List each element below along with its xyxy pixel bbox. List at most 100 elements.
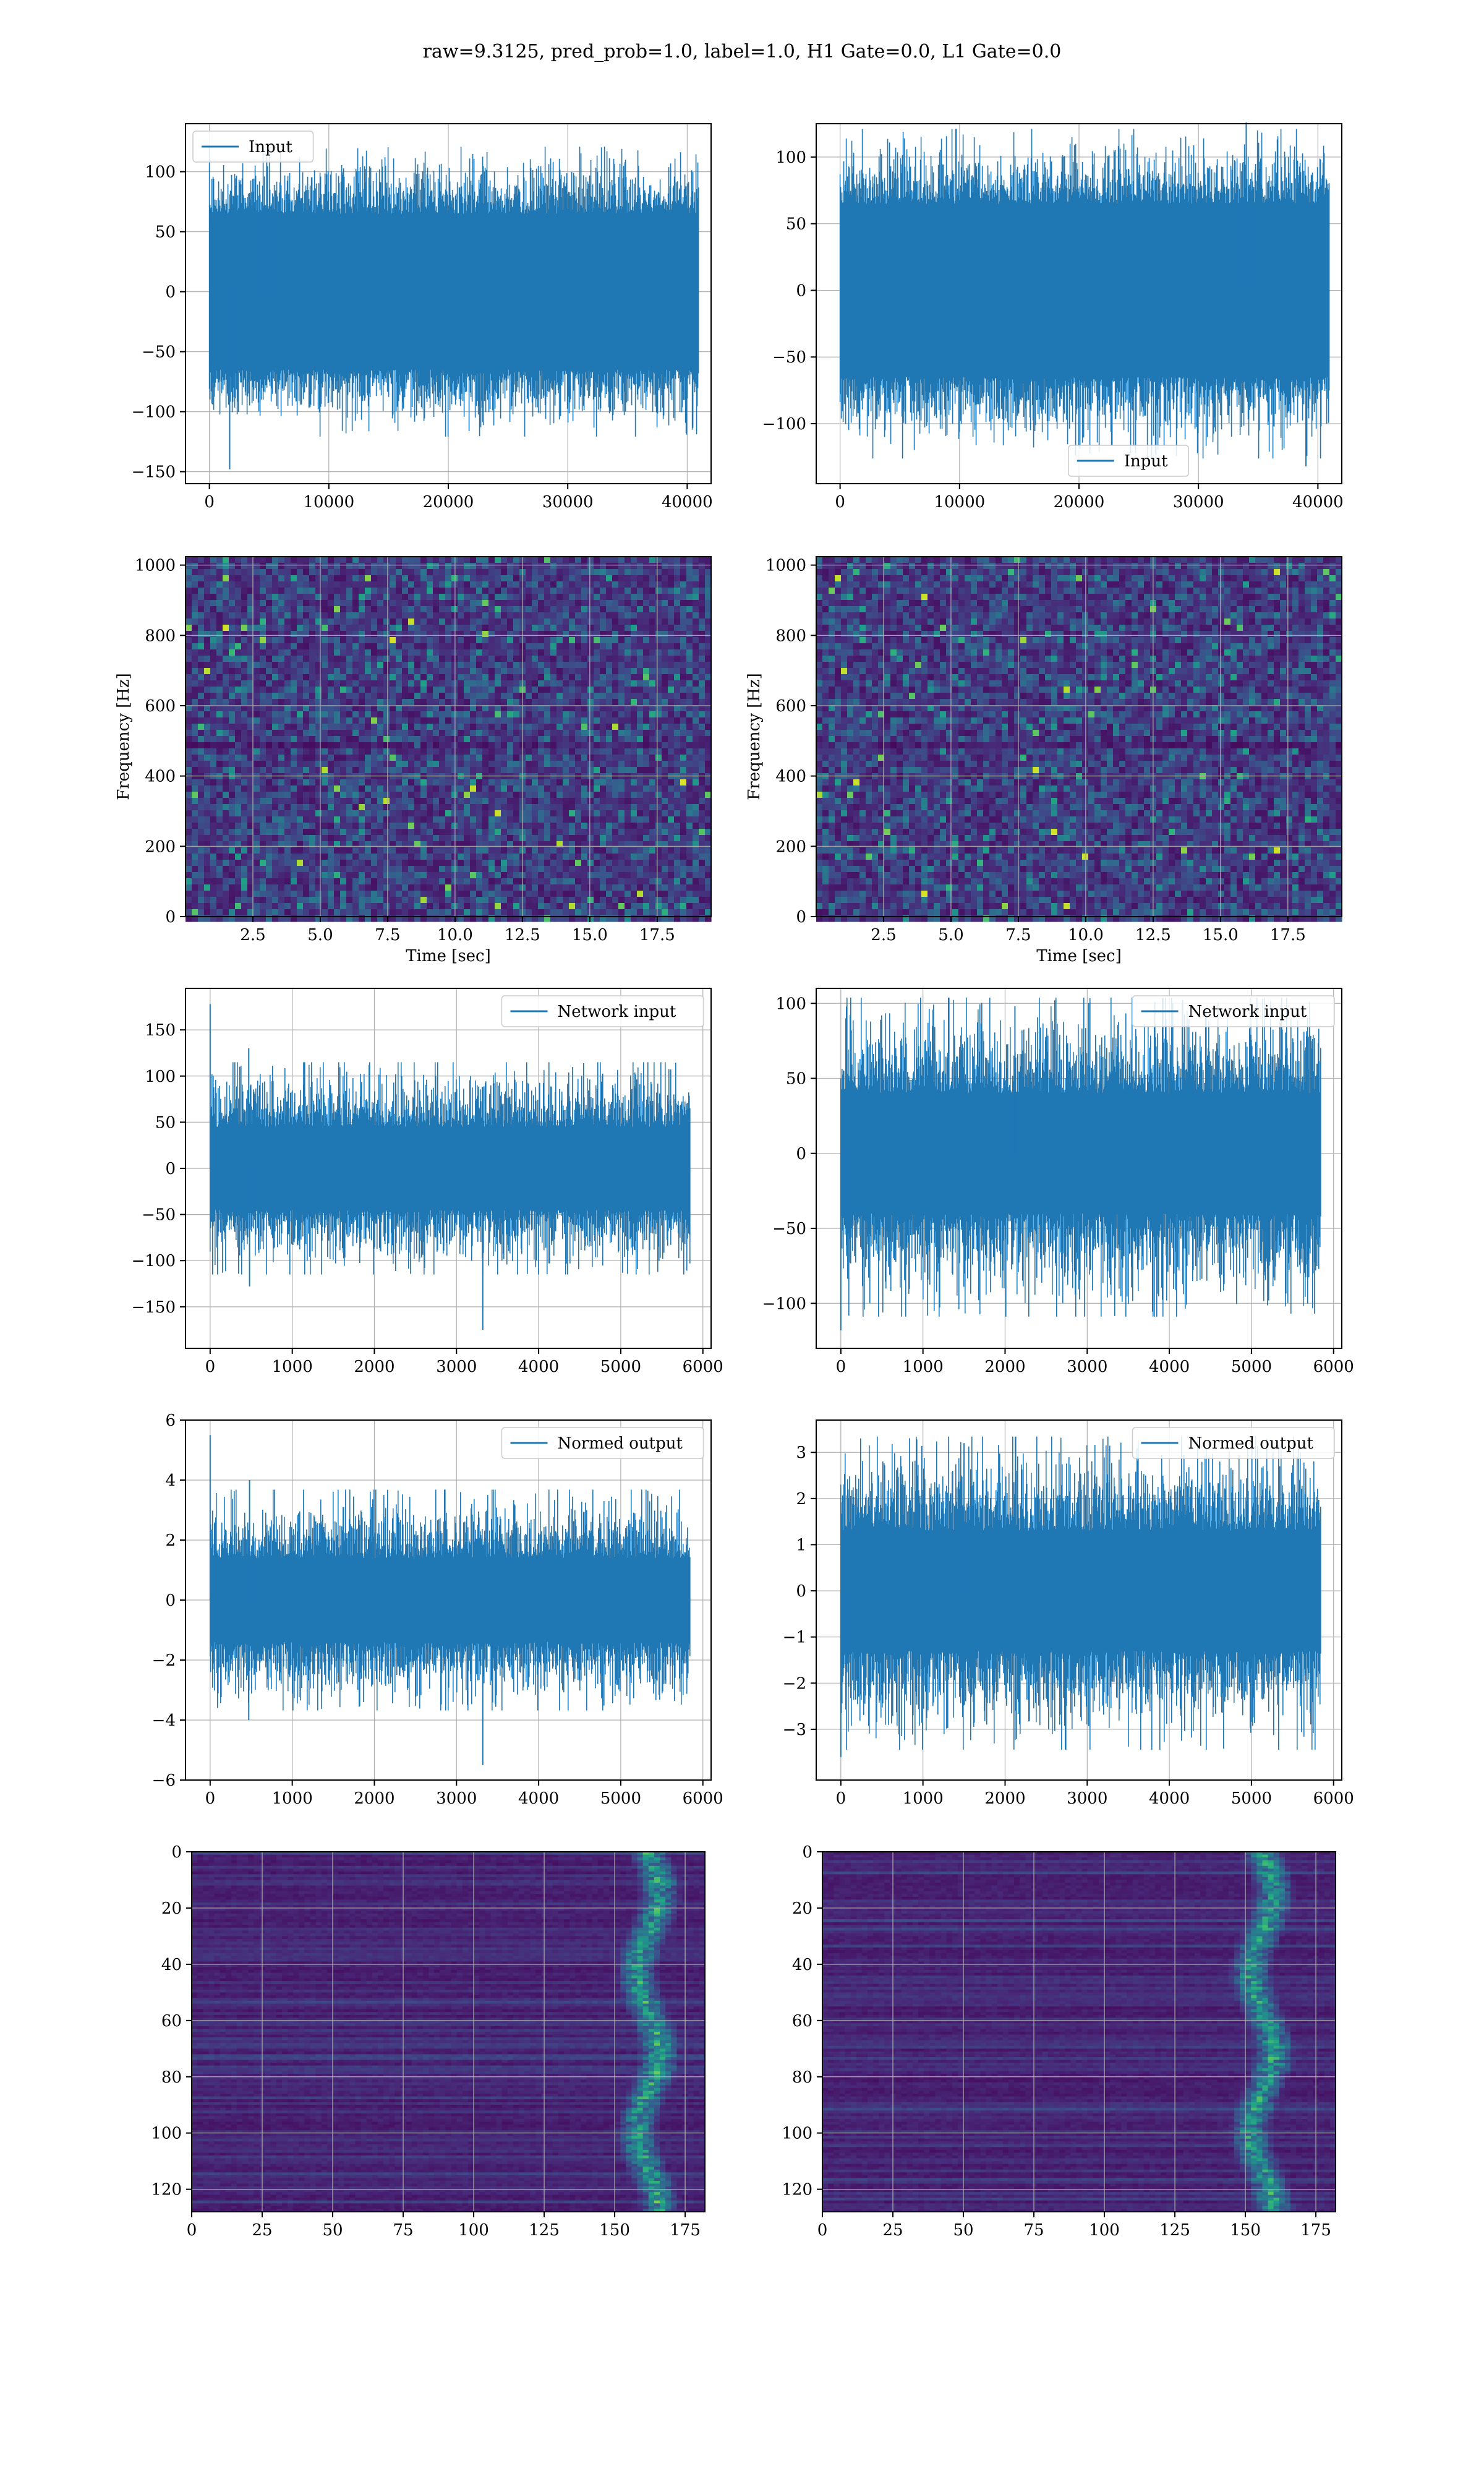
x-tick-label: 17.5 — [1270, 926, 1306, 944]
y-tick-label: −6 — [152, 1771, 176, 1790]
y-tick-label: 50 — [155, 223, 176, 242]
legend-box — [501, 1427, 704, 1459]
y-axis-label: Frequency [Hz] — [114, 673, 133, 800]
legend-box — [501, 995, 704, 1027]
x-tick-label: 7.5 — [1005, 926, 1031, 944]
signal-trace-network-input — [210, 1062, 691, 1275]
y-tick-label: −100 — [762, 415, 806, 434]
legend-label: Input — [1124, 452, 1168, 471]
x-tick-label: 0 — [204, 493, 215, 511]
y-tick-label: 1000 — [765, 557, 806, 575]
y-tick-label: 60 — [161, 2012, 182, 2031]
y-tick-label: 400 — [145, 768, 176, 786]
legend-label: Normed output — [1188, 1434, 1314, 1453]
x-tick-label: 25 — [882, 2221, 903, 2240]
x-tick-label: 30000 — [542, 493, 594, 511]
x-tick-label: 75 — [1023, 2221, 1044, 2240]
y-tick-label: 2 — [796, 1490, 806, 1509]
chart-normed-output-left: 0 1000 2000 3000 4000 5000 6000 −6 −4 −2 0 2 4 6 Norme… — [152, 1411, 723, 1808]
y-tick-label: 120 — [782, 2181, 812, 2199]
chart-network-input-left: 0 1000 2000 3000 4000 5000 6000 −150 −100 −50 0 50 1… — [132, 988, 723, 1376]
y-tick-label: 50 — [155, 1113, 176, 1132]
x-tick-label: 10.0 — [1068, 926, 1104, 944]
x-tick-label: 3000 — [1067, 1789, 1107, 1808]
x-tick-label: 4000 — [518, 1789, 559, 1808]
x-tick-label: 40000 — [662, 493, 713, 511]
y-tick-label: 120 — [151, 2181, 182, 2199]
y-tick-label: 0 — [165, 283, 176, 302]
y-tick-label: 20 — [792, 1899, 812, 1918]
x-tick-label: 4000 — [1149, 1789, 1190, 1808]
y-tick-label: 2 — [165, 1531, 176, 1550]
signal-trace-normed-output — [840, 1436, 1321, 1750]
x-tick-label: 2000 — [354, 1789, 394, 1808]
x-tick-label: 150 — [599, 2221, 630, 2240]
feature-map-cells — [192, 1852, 706, 2212]
y-tick-label: −1 — [783, 1629, 806, 1647]
y-tick-label: 100 — [782, 2125, 812, 2143]
x-tick-label: 0 — [205, 1358, 216, 1376]
y-tick-label: −150 — [132, 1298, 176, 1317]
x-tick-label: 4000 — [518, 1358, 559, 1376]
chart-input-left: 0 10000 20000 30000 40000 −150 −100 −50 0 50 100 In… — [132, 123, 713, 511]
x-tick-label: 125 — [529, 2221, 560, 2240]
y-tick-label: 100 — [151, 2125, 182, 2143]
x-tick-label: 0 — [836, 1789, 846, 1808]
spectrogram-cells — [186, 557, 712, 922]
legend-label: Normed output — [558, 1434, 683, 1453]
y-tick-label: 150 — [145, 1021, 176, 1040]
legend-box — [1068, 445, 1189, 477]
x-tick-label: 20000 — [423, 493, 474, 511]
y-tick-label: −4 — [152, 1711, 176, 1730]
y-tick-label: 0 — [171, 1843, 182, 1862]
y-tick-label: 0 — [796, 1145, 806, 1163]
x-tick-label: 125 — [1159, 2221, 1190, 2240]
y-tick-label: 50 — [786, 215, 806, 234]
y-tick-label: 600 — [775, 697, 806, 716]
y-tick-label: −2 — [783, 1674, 806, 1693]
x-tick-label: 10000 — [934, 493, 985, 511]
x-tick-label: 20000 — [1054, 493, 1105, 511]
x-tick-label: 2.5 — [871, 926, 896, 944]
y-tick-label: 600 — [145, 697, 176, 716]
y-tick-label: −50 — [772, 348, 806, 367]
x-tick-label: 5000 — [600, 1358, 641, 1376]
x-tick-label: 15.0 — [572, 926, 608, 944]
y-tick-label: 100 — [775, 148, 806, 167]
y-tick-label: −50 — [142, 1206, 176, 1225]
y-tick-label: 800 — [145, 627, 176, 645]
axes-frame — [816, 988, 1342, 1349]
x-tick-label: 1000 — [272, 1789, 313, 1808]
x-tick-label: 50 — [953, 2221, 973, 2240]
y-tick-label: 3 — [796, 1444, 806, 1462]
chart-spectrogram-right: 2.5 5.0 7.5 10.0 12.5 15.0 17.5 0 200 400 600 800 10… — [745, 556, 1342, 965]
y-tick-label: 0 — [796, 908, 806, 927]
x-tick-label: 1000 — [903, 1358, 944, 1376]
x-tick-label: 175 — [1300, 2221, 1331, 2240]
x-tick-label: 3000 — [436, 1789, 477, 1808]
y-tick-label: 20 — [161, 1899, 182, 1918]
signal-trace-input — [208, 147, 699, 437]
y-tick-label: 0 — [796, 281, 806, 300]
x-tick-label: 75 — [393, 2221, 413, 2240]
x-tick-label: 10.0 — [437, 926, 473, 944]
y-tick-label: 0 — [796, 1582, 806, 1601]
x-tick-label: 5000 — [1231, 1358, 1272, 1376]
y-tick-label: 4 — [165, 1471, 176, 1490]
y-tick-label: 0 — [165, 908, 176, 927]
x-axis-label: Time [sec] — [1036, 947, 1122, 965]
x-tick-label: 0 — [835, 493, 845, 511]
chart-input-right: 0 10000 20000 30000 40000 −100 −50 0 50 100 Input — [762, 122, 1344, 511]
y-tick-label: −2 — [152, 1651, 176, 1670]
x-tick-label: 2000 — [354, 1358, 394, 1376]
x-tick-label: 12.5 — [1135, 926, 1171, 944]
x-tick-label: 6000 — [683, 1789, 723, 1808]
legend-label: Network input — [558, 1003, 676, 1021]
y-tick-label: 0 — [802, 1843, 812, 1862]
y-tick-label: −100 — [132, 1252, 176, 1270]
x-tick-label: 25 — [252, 2221, 272, 2240]
y-axis-label: Frequency [Hz] — [745, 673, 764, 800]
axes-frame — [816, 1419, 1342, 1781]
